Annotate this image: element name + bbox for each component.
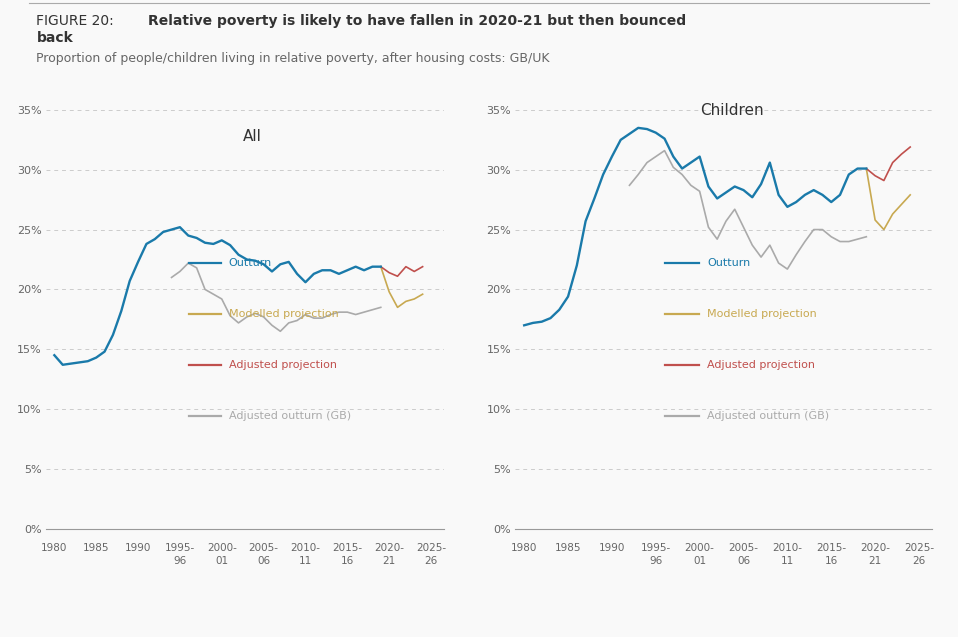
- Text: 96: 96: [173, 557, 187, 566]
- Text: Children: Children: [700, 103, 764, 118]
- Text: 2005-: 2005-: [728, 543, 759, 553]
- Text: 11: 11: [299, 557, 312, 566]
- Text: All: All: [243, 129, 262, 145]
- Text: 1995-: 1995-: [165, 543, 195, 553]
- Text: Adjusted projection: Adjusted projection: [229, 360, 337, 370]
- Text: 21: 21: [382, 557, 396, 566]
- Text: 2020-: 2020-: [375, 543, 404, 553]
- Text: Adjusted outturn (GB): Adjusted outturn (GB): [229, 411, 351, 421]
- Text: Modelled projection: Modelled projection: [707, 309, 817, 319]
- Text: 2005-: 2005-: [249, 543, 279, 553]
- Text: Outturn: Outturn: [229, 258, 272, 268]
- Text: Modelled projection: Modelled projection: [229, 309, 338, 319]
- Text: 01: 01: [216, 557, 228, 566]
- Text: 2025-: 2025-: [904, 543, 934, 553]
- Text: 1980: 1980: [511, 543, 537, 553]
- Text: 06: 06: [257, 557, 270, 566]
- Text: 2010-: 2010-: [290, 543, 320, 553]
- Text: 2020-: 2020-: [860, 543, 890, 553]
- Text: back: back: [36, 31, 73, 45]
- Text: 96: 96: [650, 557, 662, 566]
- Text: 11: 11: [781, 557, 794, 566]
- Text: 01: 01: [693, 557, 706, 566]
- Text: 1990: 1990: [125, 543, 151, 553]
- Text: Adjusted outturn (GB): Adjusted outturn (GB): [707, 411, 830, 421]
- Text: 1990: 1990: [599, 543, 626, 553]
- Text: 16: 16: [341, 557, 354, 566]
- Text: Relative poverty is likely to have fallen in 2020-21 but then bounced: Relative poverty is likely to have falle…: [148, 14, 687, 28]
- Text: 1985: 1985: [83, 543, 109, 553]
- Text: 1985: 1985: [555, 543, 582, 553]
- Text: 2000-: 2000-: [207, 543, 237, 553]
- Text: 2015-: 2015-: [332, 543, 362, 553]
- Text: 2010-: 2010-: [772, 543, 803, 553]
- Text: Proportion of people/children living in relative poverty, after housing costs: G: Proportion of people/children living in …: [36, 52, 550, 65]
- Text: 16: 16: [825, 557, 838, 566]
- Text: 2000-: 2000-: [685, 543, 715, 553]
- Text: FIGURE 20:: FIGURE 20:: [36, 14, 119, 28]
- Text: 2025-: 2025-: [416, 543, 446, 553]
- Text: 26: 26: [912, 557, 925, 566]
- Text: 06: 06: [737, 557, 750, 566]
- Text: 1995-: 1995-: [641, 543, 671, 553]
- Text: 1980: 1980: [41, 543, 68, 553]
- Text: Adjusted projection: Adjusted projection: [707, 360, 815, 370]
- Text: 26: 26: [424, 557, 438, 566]
- Text: Outturn: Outturn: [707, 258, 750, 268]
- Text: 21: 21: [869, 557, 881, 566]
- Text: 2015-: 2015-: [816, 543, 846, 553]
